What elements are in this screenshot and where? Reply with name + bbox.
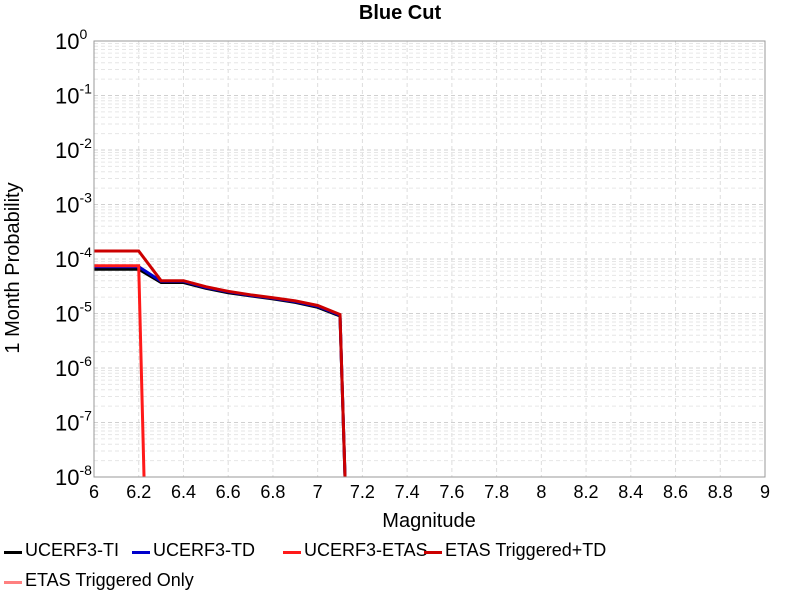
legend-item: ETAS Triggered Only (4, 570, 194, 591)
y-tick-labels: 100 10-1 10-2 10-3 10-4 10-5 10-6 10-7 10-8 (55, 26, 92, 490)
y-tick-label: 10-1 (55, 81, 92, 109)
y-tick-label: 10-2 (55, 135, 92, 163)
y-tick-label: 10-4 (55, 244, 92, 272)
x-tick-label: 9 (760, 482, 770, 502)
legend-swatch (132, 551, 150, 554)
x-tick-label: 7.8 (484, 482, 509, 502)
legend-item: UCERF3-TD (132, 540, 255, 561)
legend-item: ETAS Triggered+TD (424, 540, 606, 561)
x-tick-label: 7.6 (439, 482, 464, 502)
y-tick-label: 100 (55, 26, 87, 54)
y-tick-label: 10-6 (55, 353, 92, 381)
chart-title: Blue Cut (359, 2, 442, 24)
legend-item: UCERF3-ETAS (283, 540, 428, 561)
y-tick-label: 10-3 (55, 190, 92, 218)
legend-label: ETAS Triggered+TD (445, 540, 607, 560)
series-line-3 (94, 264, 146, 477)
x-tick-label: 7 (313, 482, 323, 502)
x-tick-label: 6 (89, 482, 99, 502)
y-tick-label: 10-8 (55, 462, 92, 490)
legend-swatch (424, 551, 442, 554)
x-tick-labels: 6 6.2 6.4 6.6 6.8 7 7.2 7.4 7.6 7.8 8 8.2 8.4 8.6 8.8 9 (89, 482, 770, 502)
legend-swatch (4, 581, 22, 584)
legend-label: UCERF3-TD (153, 540, 255, 560)
x-tick-label: 8 (536, 482, 546, 502)
x-tick-label: 6.8 (260, 482, 285, 502)
x-tick-label: 7.4 (395, 482, 420, 502)
y-tick-label: 10-7 (55, 408, 92, 436)
x-tick-label: 6.6 (216, 482, 241, 502)
legend-item: UCERF3-TI (4, 540, 119, 561)
x-tick-label: 8.6 (663, 482, 688, 502)
legend: UCERF3-TI UCERF3-TD UCERF3-ETAS ETAS Trigge… (0, 538, 800, 600)
y-tick-label: 10-5 (55, 299, 92, 327)
plot-frame (93, 40, 766, 478)
x-tick-label: 8.8 (708, 482, 733, 502)
legend-label: ETAS Triggered Only (25, 570, 194, 590)
legend-label: UCERF3-ETAS (304, 540, 428, 560)
legend-swatch (283, 551, 301, 554)
series-line-4 (94, 249, 347, 477)
x-tick-label: 7.2 (350, 482, 375, 502)
x-axis-label: Magnitude (382, 510, 475, 532)
x-tick-label: 8.2 (574, 482, 599, 502)
legend-swatch (4, 551, 22, 554)
x-tick-label: 6.2 (126, 482, 151, 502)
x-tick-label: 6.4 (171, 482, 196, 502)
x-tick-label: 8.4 (618, 482, 643, 502)
y-axis-label: 1 Month Probability (2, 182, 24, 353)
grid-lines (93, 41, 766, 478)
series-layer (94, 249, 347, 477)
legend-label: UCERF3-TI (25, 540, 119, 560)
